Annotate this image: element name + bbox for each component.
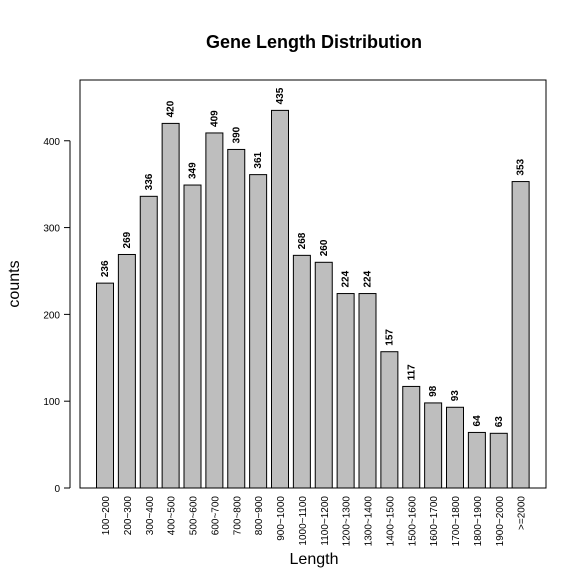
y-axis: 0 100 200 300 400 — [43, 137, 71, 495]
bar-data-label: 349 — [188, 162, 199, 179]
bar — [205, 132, 224, 489]
bar-data-label: 117 — [406, 364, 417, 381]
bar — [314, 261, 333, 489]
bar-data-label: 157 — [384, 329, 395, 346]
bar — [424, 402, 443, 489]
bar — [446, 406, 464, 489]
x-axis-label: Length — [290, 551, 339, 568]
x-tick-label: 600~700 — [210, 496, 221, 536]
bars — [96, 109, 530, 489]
bar-data-label: 93 — [450, 390, 461, 402]
bar-data-label: 361 — [253, 151, 264, 168]
bar-data-label: 336 — [144, 173, 155, 190]
bar — [161, 122, 180, 489]
bar — [467, 431, 486, 489]
bar — [96, 282, 114, 489]
bar-data-label: 353 — [516, 158, 527, 175]
bar — [511, 181, 530, 489]
bar — [117, 253, 136, 489]
y-axis-label: counts — [6, 260, 23, 307]
bar-data-label: 269 — [122, 231, 133, 248]
bar-data-label: 64 — [472, 415, 483, 427]
x-tick-label: 300~400 — [145, 496, 156, 536]
bar — [271, 109, 289, 489]
x-tick-label: 1000~1100 — [298, 496, 309, 546]
bar-data-label: 98 — [428, 385, 439, 397]
bar-data-label: 236 — [100, 260, 111, 277]
x-tick-label: 1300~1400 — [364, 496, 375, 547]
bar — [139, 195, 158, 489]
x-tick-label: 100~200 — [101, 496, 112, 536]
bar-labels: 236 269 336 420 349 409 390 361 435 268 260 224 224 1… — [100, 87, 527, 427]
x-tick-label: 500~600 — [189, 496, 200, 536]
x-tick-label: 1200~1300 — [342, 496, 353, 547]
bar-data-label: 224 — [363, 270, 374, 287]
x-tick-label: 1400~1500 — [385, 496, 396, 547]
x-tick-label: 200~300 — [123, 496, 134, 536]
bar-data-label: 420 — [166, 100, 177, 117]
bar-data-label: 260 — [319, 239, 330, 256]
y-tick-label: 0 — [54, 484, 60, 495]
x-tick-label: 1100~1200 — [320, 496, 331, 546]
y-tick-label: 400 — [43, 137, 60, 148]
bar — [402, 385, 421, 489]
bar-data-label: 390 — [231, 126, 242, 143]
x-tick-label: 1700~1800 — [451, 496, 462, 547]
bar-data-label: 63 — [494, 416, 505, 428]
bar-data-label: 268 — [297, 232, 308, 249]
bar — [292, 254, 311, 489]
bar — [249, 174, 268, 489]
x-tick-label: 800~900 — [254, 496, 265, 536]
plot-frame — [79, 79, 547, 489]
x-tick-label: 700~800 — [232, 496, 243, 536]
bar — [336, 293, 355, 489]
x-tick-label: 900~1000 — [276, 496, 287, 541]
x-axis-ticks: 100~200 200~300 300~400 400~500 500~600 600~7… — [101, 496, 528, 547]
bar — [380, 351, 399, 489]
bar — [227, 148, 246, 489]
x-tick-label: 1600~1700 — [429, 496, 440, 547]
bar-data-label: 409 — [209, 110, 220, 127]
bar-data-label: 435 — [275, 87, 286, 104]
bar-data-label: 224 — [341, 270, 352, 287]
x-tick-label: 400~500 — [167, 496, 178, 536]
bar — [489, 432, 508, 489]
chart-title: Gene Length Distribution — [206, 32, 422, 52]
y-tick-label: 100 — [43, 397, 60, 408]
y-tick-label: 300 — [43, 224, 60, 235]
x-tick-label: 1900~2000 — [495, 496, 506, 547]
x-tick-label: >=2000 — [517, 496, 528, 530]
x-tick-label: 1800~1900 — [473, 496, 484, 547]
x-tick-label: 1500~1600 — [407, 496, 418, 547]
bar — [183, 184, 202, 489]
y-tick-label: 200 — [43, 310, 60, 321]
bar — [358, 293, 377, 489]
